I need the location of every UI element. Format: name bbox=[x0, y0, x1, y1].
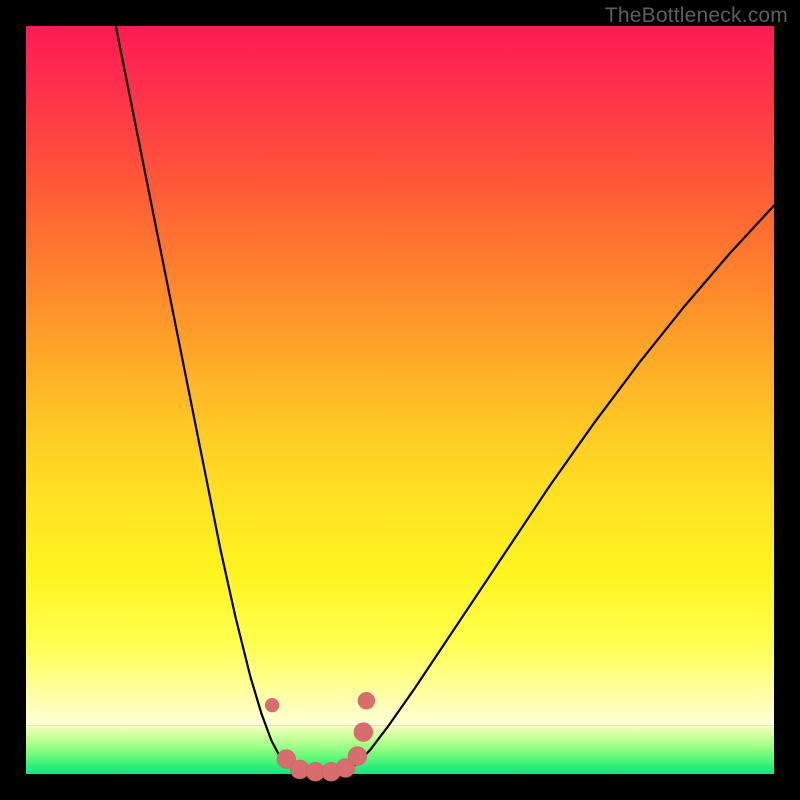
plot-gradient-green bbox=[26, 725, 774, 774]
valley-marker bbox=[348, 747, 367, 766]
valley-marker bbox=[354, 723, 373, 742]
valley-marker bbox=[265, 698, 279, 712]
bottleneck-chart bbox=[0, 0, 800, 800]
chart-container: TheBottleneck.com bbox=[0, 0, 800, 800]
plot-gradient-main bbox=[26, 26, 774, 725]
watermark-text: TheBottleneck.com bbox=[605, 4, 788, 28]
valley-marker bbox=[358, 692, 375, 709]
